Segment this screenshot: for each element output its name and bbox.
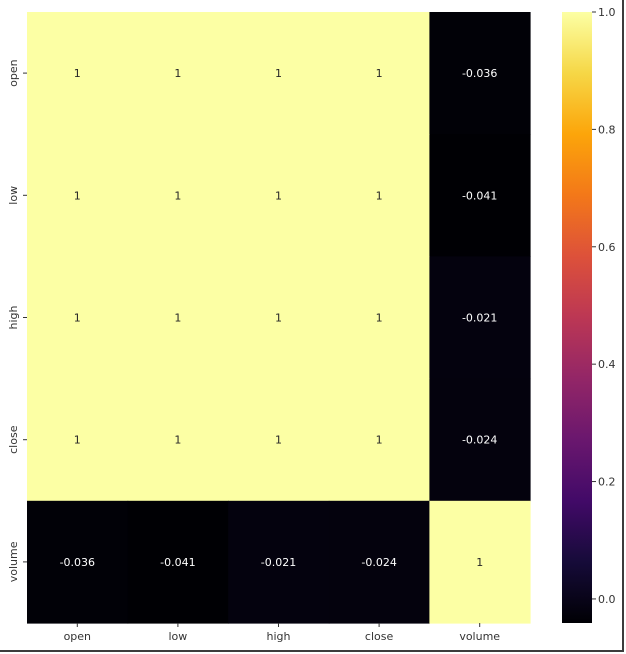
cell-value-label: 1 bbox=[174, 434, 181, 447]
cell-value-label: -0.036 bbox=[60, 556, 95, 569]
cell-value-label: 1 bbox=[275, 434, 282, 447]
cell-value-label: 1 bbox=[376, 312, 383, 325]
cell-value-label: 1 bbox=[74, 67, 81, 80]
colorbar-tick-label: 0.8 bbox=[598, 123, 616, 136]
heatmap-cell-low-high bbox=[228, 134, 330, 257]
colorbar-tick-label: 0.2 bbox=[598, 476, 616, 489]
cell-value-label: 1 bbox=[275, 312, 282, 325]
heatmap-cell-volume-low bbox=[127, 500, 229, 624]
y-tick-label-low: low bbox=[7, 186, 20, 205]
cell-value-label: 1 bbox=[74, 434, 81, 447]
cell-value-label: -0.041 bbox=[462, 189, 497, 202]
cell-value-label: 1 bbox=[74, 189, 81, 202]
heatmap-cell-close-volume bbox=[429, 378, 531, 502]
heatmap-cell-low-close bbox=[328, 134, 430, 257]
heatmap-cell-high-high bbox=[228, 256, 330, 380]
colorbar: 0.0 0.2 0.4 0.6 0.8 1.0 bbox=[562, 6, 616, 623]
cell-value-label: 1 bbox=[74, 312, 81, 325]
heatmap-cell-open-low bbox=[127, 12, 229, 135]
heatmap-cell-high-open bbox=[27, 256, 129, 380]
x-tick-label-open: open bbox=[64, 630, 91, 643]
heatmap-cell-labels: 1 1 1 1 -0.036 1 1 1 1 -0.041 1 1 1 1 -0.021 1 1 1 1 -0.024… bbox=[60, 67, 498, 569]
y-tick-label-open: open bbox=[7, 59, 20, 86]
heatmap-cell-volume-volume bbox=[429, 500, 531, 624]
heatmap-cell-open-volume bbox=[429, 12, 531, 135]
cell-value-label: 1 bbox=[275, 67, 282, 80]
heatmap-cells bbox=[27, 12, 531, 624]
heatmap-cell-close-open bbox=[27, 378, 129, 502]
cell-value-label: 1 bbox=[376, 67, 383, 80]
x-tick-label-high: high bbox=[267, 630, 291, 643]
heatmap-cell-open-open bbox=[27, 12, 129, 135]
cell-value-label: 1 bbox=[174, 67, 181, 80]
heatmap-cell-high-close bbox=[328, 256, 430, 380]
cell-value-label: 1 bbox=[275, 189, 282, 202]
colorbar-tick-label: 0.4 bbox=[598, 358, 616, 371]
heatmap-cell-volume-high bbox=[228, 500, 330, 624]
x-tick-label-low: low bbox=[169, 630, 188, 643]
heatmap-cell-low-open bbox=[27, 134, 129, 257]
heatmap-cell-close-high bbox=[228, 378, 330, 502]
heatmap-cell-close-low bbox=[127, 378, 229, 502]
colorbar-tick-label: 0.6 bbox=[598, 241, 616, 254]
heatmap-cell-low-low bbox=[127, 134, 229, 257]
x-tick-label-close: close bbox=[365, 630, 394, 643]
cell-value-label: 1 bbox=[476, 556, 483, 569]
heatmap-cell-volume-close bbox=[328, 500, 430, 624]
heatmap-cell-open-high bbox=[228, 12, 330, 135]
cell-value-label: 1 bbox=[174, 189, 181, 202]
cell-value-label: 1 bbox=[376, 189, 383, 202]
cell-value-label: -0.041 bbox=[160, 556, 195, 569]
x-axis: open low high close volume bbox=[64, 623, 500, 643]
y-tick-label-close: close bbox=[7, 425, 20, 454]
cell-value-label: 1 bbox=[376, 434, 383, 447]
heatmap-cell-volume-open bbox=[27, 500, 129, 624]
cell-value-label: 1 bbox=[174, 312, 181, 325]
cell-value-label: -0.021 bbox=[261, 556, 296, 569]
heatmap-cell-close-close bbox=[328, 378, 430, 502]
heatmap-cell-low-volume bbox=[429, 134, 531, 257]
cell-value-label: -0.024 bbox=[361, 556, 396, 569]
colorbar-tick-label: 0.0 bbox=[598, 593, 616, 606]
cell-value-label: -0.024 bbox=[462, 434, 497, 447]
colorbar-gradient bbox=[562, 12, 592, 623]
y-tick-label-volume: volume bbox=[7, 541, 20, 582]
heatmap-cell-high-low bbox=[127, 256, 229, 380]
x-tick-label-volume: volume bbox=[459, 630, 500, 643]
cell-value-label: -0.021 bbox=[462, 312, 497, 325]
y-axis: open low high close volume bbox=[7, 59, 27, 582]
cell-value-label: -0.036 bbox=[462, 67, 497, 80]
heatmap-cell-open-close bbox=[328, 12, 430, 135]
colorbar-tick-label: 1.0 bbox=[598, 6, 616, 19]
y-tick-label-high: high bbox=[7, 305, 20, 329]
heatmap-cell-high-volume bbox=[429, 256, 531, 380]
